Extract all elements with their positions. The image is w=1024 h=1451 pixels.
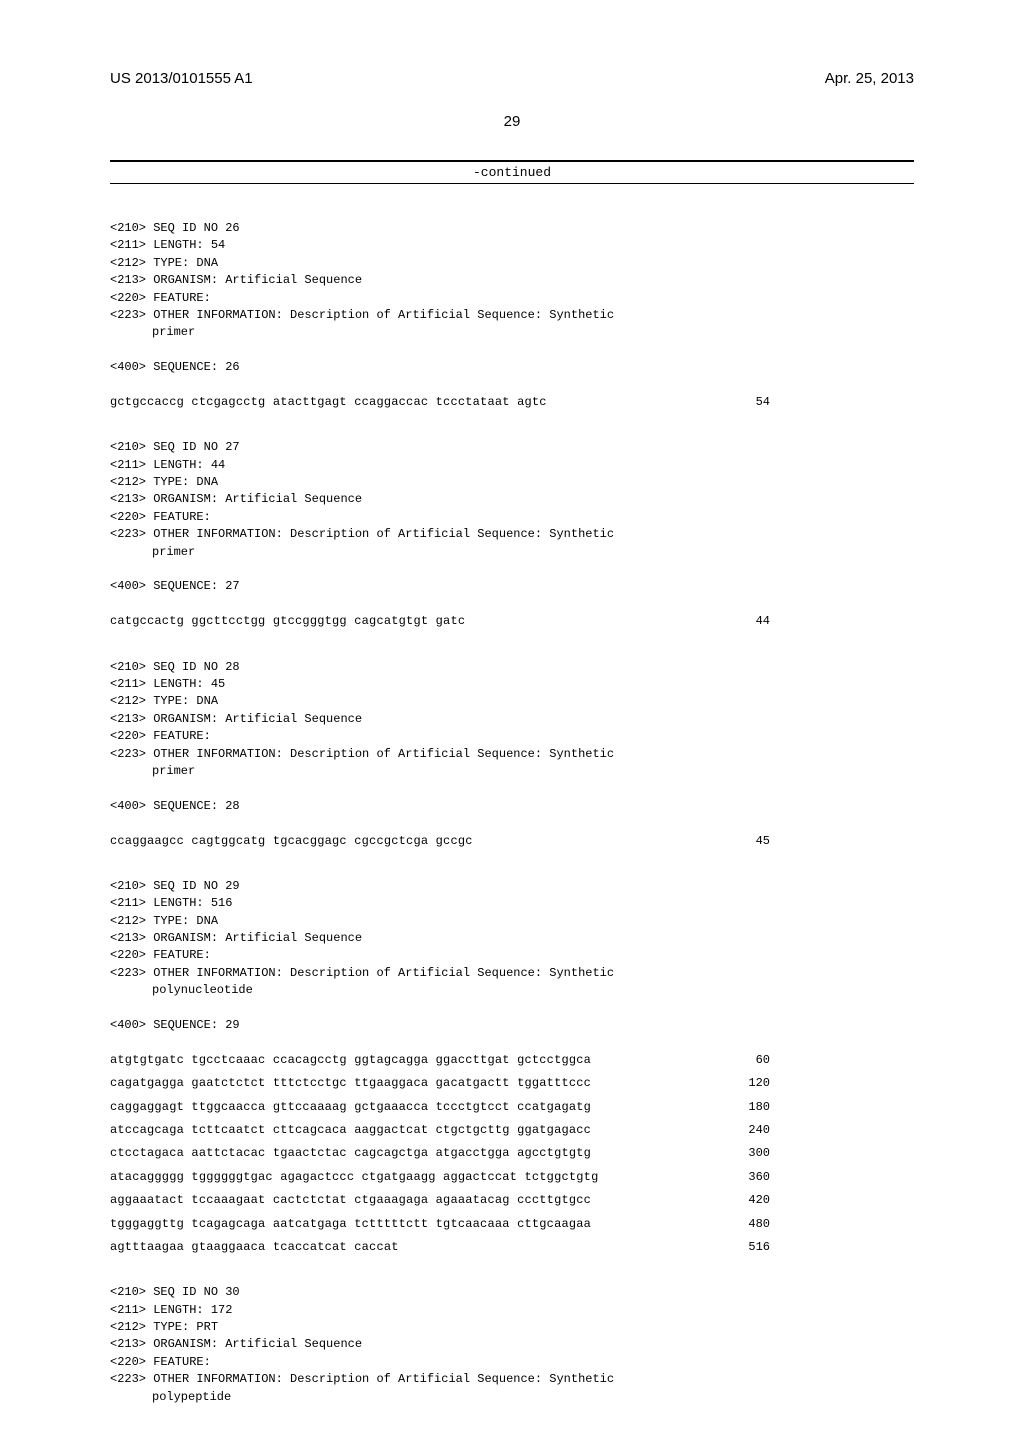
- seq-meta-line: <210> SEQ ID NO 27: [110, 439, 914, 456]
- seq-position: 240: [718, 1122, 770, 1139]
- seq-text: atccagcaga tcttcaatct cttcagcaca aaggact…: [110, 1122, 591, 1139]
- seq-text: agtttaagaa gtaaggaaca tcaccatcat caccat: [110, 1239, 399, 1256]
- seq-text: tgggaggttg tcagagcaga aatcatgaga tcttttt…: [110, 1216, 591, 1233]
- seq-text: ccaggaagcc cagtggcatg tgcacggagc cgccgct…: [110, 833, 473, 850]
- seq-text: ctcctagaca aattctacac tgaactctac cagcagc…: [110, 1145, 591, 1162]
- seq-row: caggaggagt ttggcaacca gttccaaaag gctgaaa…: [110, 1099, 770, 1116]
- seq-meta-line: <220> FEATURE:: [110, 509, 914, 526]
- seq-row: aggaaatact tccaaagaat cactctctat ctgaaag…: [110, 1192, 770, 1209]
- seq-meta-line: <212> TYPE: DNA: [110, 474, 914, 491]
- page-number: 29: [110, 113, 914, 130]
- seq-meta-line: <212> TYPE: DNA: [110, 693, 914, 710]
- seq-row: cagatgagga gaatctctct tttctcctgc ttgaagg…: [110, 1075, 770, 1092]
- seq-row: tgggaggttg tcagagcaga aatcatgaga tcttttt…: [110, 1216, 770, 1233]
- seq-meta-line-cont: polypeptide: [110, 1389, 914, 1406]
- seq-position: 180: [718, 1099, 770, 1116]
- seq-meta-line: <213> ORGANISM: Artificial Sequence: [110, 711, 914, 728]
- seq-meta-line: <223> OTHER INFORMATION: Description of …: [110, 1371, 914, 1388]
- seq-position: 516: [718, 1239, 770, 1256]
- seq-row: catgccactg ggcttcctgg gtccgggtgg cagcatg…: [110, 613, 770, 630]
- seq-position: 44: [718, 613, 770, 630]
- continued-bar: -continued: [110, 160, 914, 184]
- seq-row: ccaggaagcc cagtggcatg tgcacggagc cgccgct…: [110, 833, 770, 850]
- page-header: US 2013/0101555 A1 Apr. 25, 2013: [110, 70, 914, 87]
- seq-text: cagatgagga gaatctctct tttctcctgc ttgaagg…: [110, 1075, 591, 1092]
- seq-meta-line: <210> SEQ ID NO 29: [110, 878, 914, 895]
- seq-position: 300: [718, 1145, 770, 1162]
- seq-meta-line: <223> OTHER INFORMATION: Description of …: [110, 526, 914, 543]
- seq-meta-line: <211> LENGTH: 45: [110, 676, 914, 693]
- seq-meta-line-cont: primer: [110, 324, 914, 341]
- sequence-block: <210> SEQ ID NO 26<211> LENGTH: 54<212> …: [110, 220, 914, 411]
- seq-meta-line: <211> LENGTH: 54: [110, 237, 914, 254]
- seq-position: 120: [718, 1075, 770, 1092]
- seq-row: atacaggggg tggggggtgac agagactccc ctgatg…: [110, 1169, 770, 1186]
- seq-row: gctgccaccg ctcgagcctg atacttgagt ccaggac…: [110, 394, 770, 411]
- seq-meta-line: <211> LENGTH: 44: [110, 457, 914, 474]
- seq-meta-line: <212> TYPE: DNA: [110, 255, 914, 272]
- seq-text: catgccactg ggcttcctgg gtccgggtgg cagcatg…: [110, 613, 465, 630]
- seq-meta-line: <220> FEATURE:: [110, 947, 914, 964]
- seq-meta-line: <220> FEATURE:: [110, 1354, 914, 1371]
- seq-meta-line: <213> ORGANISM: Artificial Sequence: [110, 930, 914, 947]
- sequence-block: <210> SEQ ID NO 28<211> LENGTH: 45<212> …: [110, 659, 914, 850]
- seq-row: atgtgtgatc tgcctcaaac ccacagcctg ggtagca…: [110, 1052, 770, 1069]
- seq-meta-line: <223> OTHER INFORMATION: Description of …: [110, 965, 914, 982]
- seq-meta-line: <210> SEQ ID NO 28: [110, 659, 914, 676]
- seq-header-line: <400> SEQUENCE: 29: [110, 1017, 914, 1034]
- seq-row: atccagcaga tcttcaatct cttcagcaca aaggact…: [110, 1122, 770, 1139]
- seq-position: 60: [718, 1052, 770, 1069]
- seq-meta-line-cont: primer: [110, 544, 914, 561]
- seq-meta-line: <213> ORGANISM: Artificial Sequence: [110, 1336, 914, 1353]
- seq-meta-line: <223> OTHER INFORMATION: Description of …: [110, 307, 914, 324]
- seq-meta-line: <213> ORGANISM: Artificial Sequence: [110, 491, 914, 508]
- seq-header-line: <400> SEQUENCE: 26: [110, 359, 914, 376]
- seq-meta-line: <211> LENGTH: 172: [110, 1302, 914, 1319]
- seq-meta-line: <210> SEQ ID NO 26: [110, 220, 914, 237]
- sequence-block: <210> SEQ ID NO 30<211> LENGTH: 172<212>…: [110, 1284, 914, 1423]
- seq-meta-line: <211> LENGTH: 516: [110, 895, 914, 912]
- seq-text: gctgccaccg ctcgagcctg atacttgagt ccaggac…: [110, 394, 547, 411]
- seq-text: caggaggagt ttggcaacca gttccaaaag gctgaaa…: [110, 1099, 591, 1116]
- page: US 2013/0101555 A1 Apr. 25, 2013 29 -con…: [0, 0, 1024, 1320]
- seq-text: atgtgtgatc tgcctcaaac ccacagcctg ggtagca…: [110, 1052, 591, 1069]
- seq-meta-line: <212> TYPE: DNA: [110, 913, 914, 930]
- seq-meta-line: <213> ORGANISM: Artificial Sequence: [110, 272, 914, 289]
- seq-meta-line: <223> OTHER INFORMATION: Description of …: [110, 746, 914, 763]
- seq-position: 480: [718, 1216, 770, 1233]
- seq-position: 360: [718, 1169, 770, 1186]
- seq-text: atacaggggg tggggggtgac agagactccc ctgatg…: [110, 1169, 598, 1186]
- seq-text: aggaaatact tccaaagaat cactctctat ctgaaag…: [110, 1192, 591, 1209]
- seq-row: ctcctagaca aattctacac tgaactctac cagcagc…: [110, 1145, 770, 1162]
- seq-row: agtttaagaa gtaaggaaca tcaccatcat caccat 5…: [110, 1239, 770, 1256]
- seq-meta-line: <212> TYPE: PRT: [110, 1319, 914, 1336]
- sequence-block: <210> SEQ ID NO 27<211> LENGTH: 44<212> …: [110, 439, 914, 630]
- seq-meta-line: <220> FEATURE:: [110, 290, 914, 307]
- seq-position: 54: [718, 394, 770, 411]
- seq-header-line: <400> SEQUENCE: 28: [110, 798, 914, 815]
- seq-position: 45: [718, 833, 770, 850]
- sequence-block: <210> SEQ ID NO 29<211> LENGTH: 516<212>…: [110, 878, 914, 1256]
- seq-meta-line: <210> SEQ ID NO 30: [110, 1284, 914, 1301]
- publication-date: Apr. 25, 2013: [825, 70, 914, 87]
- sequence-listing: <210> SEQ ID NO 26<211> LENGTH: 54<212> …: [110, 220, 914, 1451]
- publication-number: US 2013/0101555 A1: [110, 70, 253, 87]
- seq-header-line: <400> SEQUENCE: 27: [110, 578, 914, 595]
- seq-meta-line-cont: polynucleotide: [110, 982, 914, 999]
- seq-meta-line: <220> FEATURE:: [110, 728, 914, 745]
- seq-position: 420: [718, 1192, 770, 1209]
- seq-meta-line-cont: primer: [110, 763, 914, 780]
